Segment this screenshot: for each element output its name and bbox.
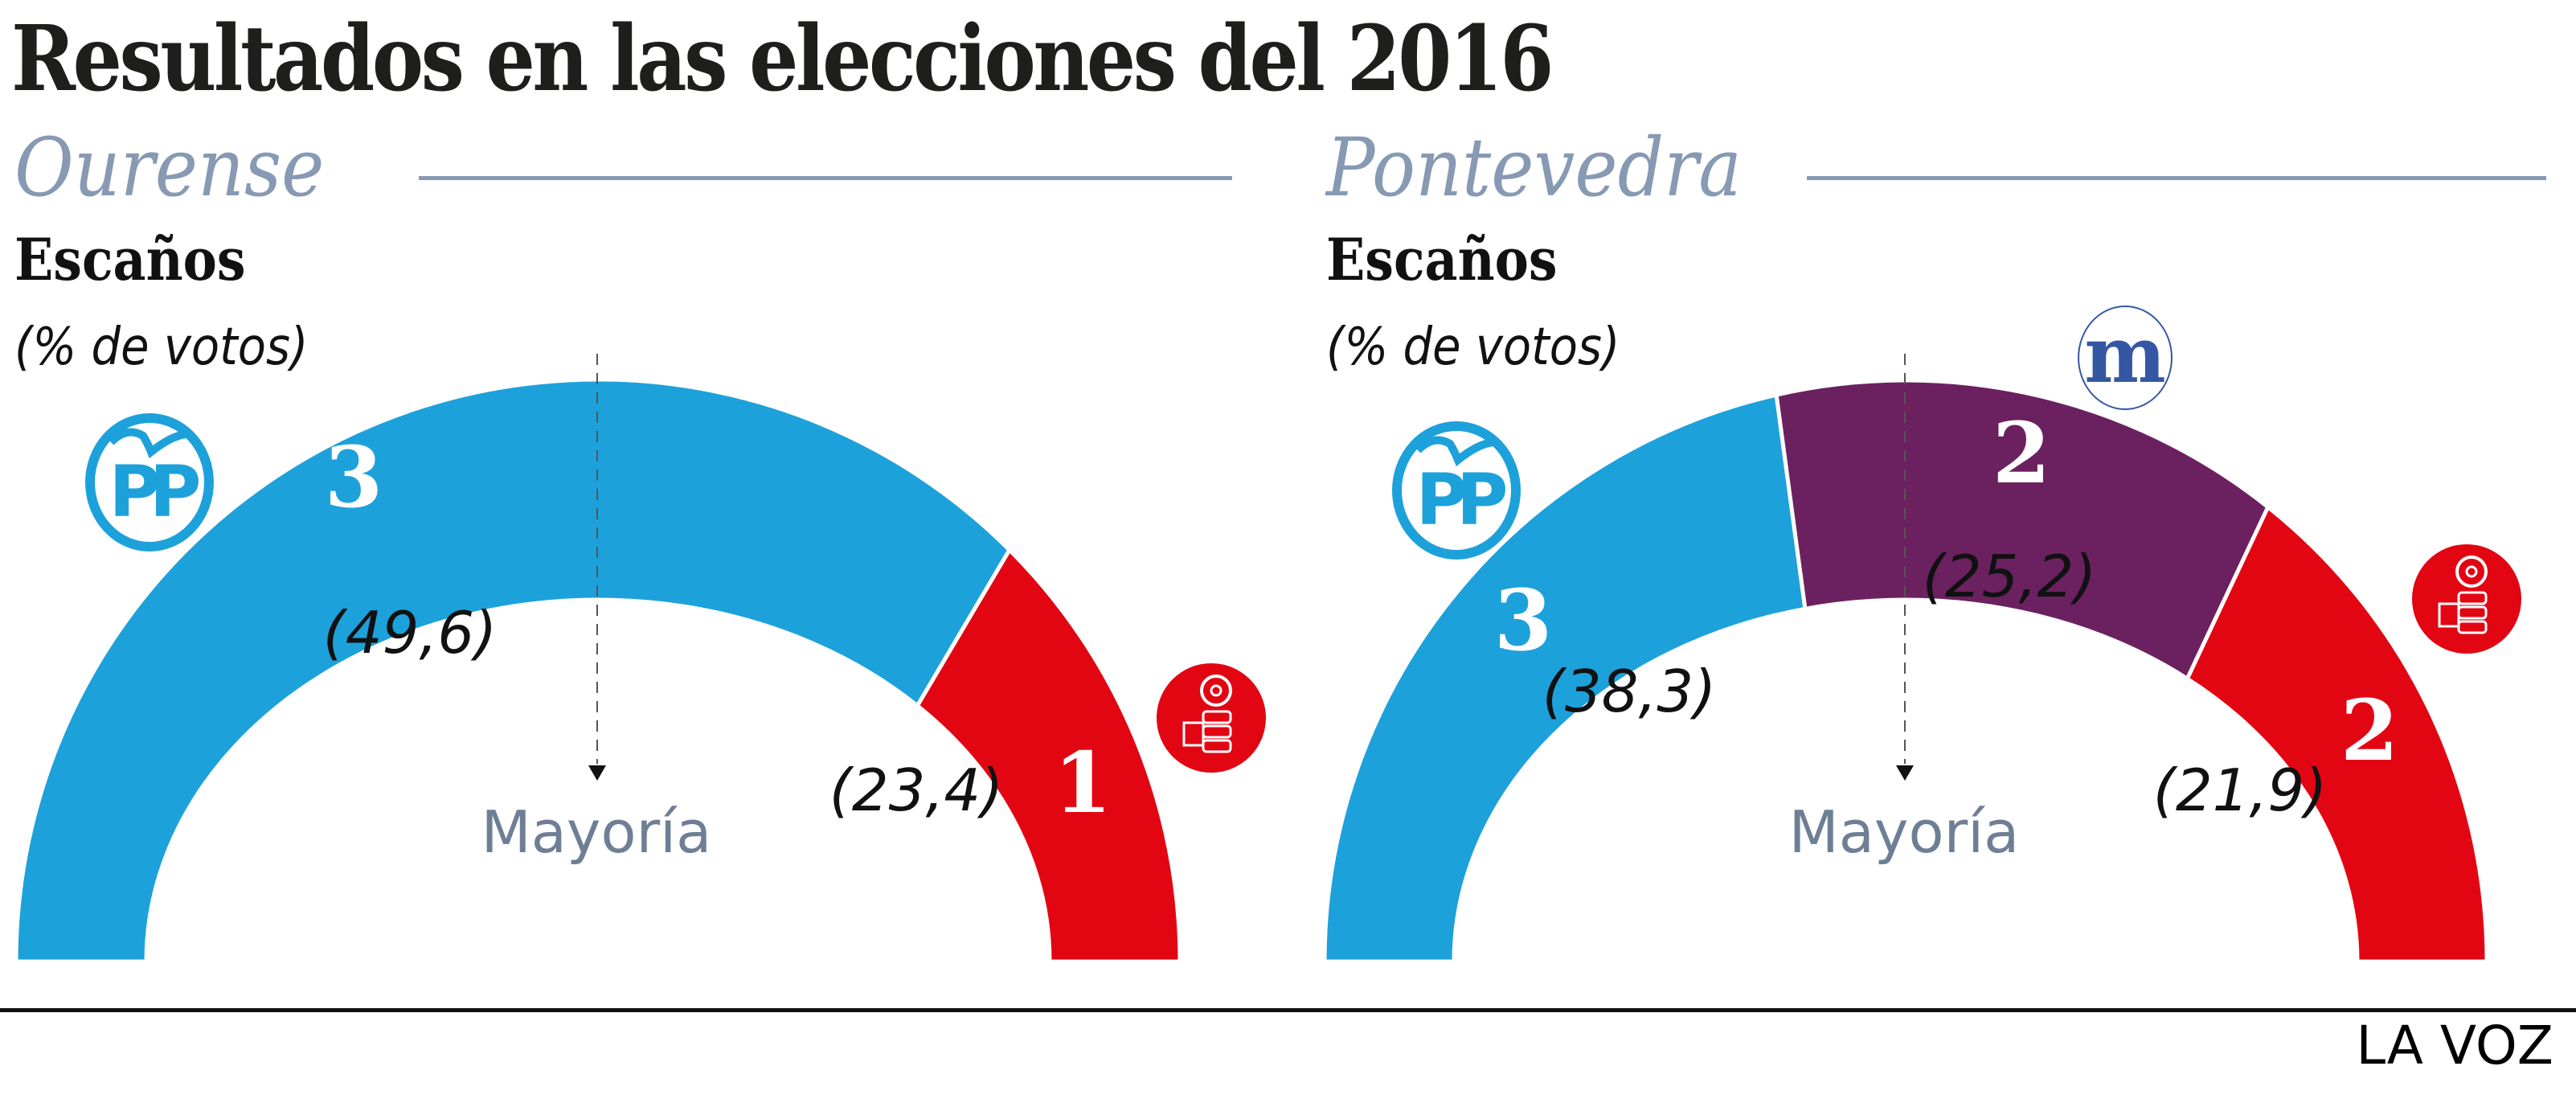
value-note-ourense: (% de votos)	[14, 318, 309, 377]
vote-pct-label: (25,2)	[1923, 543, 2097, 610]
pp-logo-icon: PP	[85, 413, 214, 552]
heading-rule-pontevedra	[1807, 176, 2546, 180]
value-note-pontevedra: (% de votos)	[1326, 318, 1620, 377]
majority-label: Mayoría	[481, 798, 712, 866]
vote-pct-label: (23,4)	[829, 757, 1004, 824]
seat-segment-psoe	[2185, 503, 2489, 964]
svg-text:m: m	[2084, 310, 2166, 400]
seat-count-label: 1	[1054, 733, 1112, 832]
pp-logo-icon: PP	[1392, 421, 1521, 560]
seat-count-label: 3	[325, 428, 383, 527]
majority-label: Mayoría	[1789, 798, 2020, 866]
en-marea-m-icon: m	[2078, 306, 2173, 410]
seat-segment-pp	[1322, 392, 1808, 964]
svg-text:PP: PP	[109, 450, 199, 533]
majority-arrow-icon	[588, 765, 606, 781]
chart-ourense: Mayoría 3 (49,6) PP 1 (23,4)	[14, 354, 1266, 964]
majority-arrow-icon	[1896, 765, 1914, 781]
heading-rule-ourense	[419, 176, 1232, 180]
seat-count-label: 2	[1992, 404, 2050, 502]
source-credit: LA VOZ	[2356, 1015, 2553, 1077]
bottom-rule	[0, 1008, 2576, 1012]
psoe-rose-fist-icon	[1157, 663, 1266, 773]
region-heading-pontevedra: Pontevedra	[1326, 121, 1742, 215]
region-heading-ourense: Ourense	[14, 121, 325, 215]
vote-pct-label: (38,3)	[1542, 658, 1717, 725]
seat-count-label: 2	[2341, 681, 2398, 780]
svg-text:PP: PP	[1416, 458, 1505, 541]
subtitle-pontevedra: Escaños	[1326, 225, 1558, 293]
seat-segment-psoe	[915, 547, 1182, 964]
chart-title: Resultados en las elecciones del 2016	[11, 6, 1554, 112]
vote-pct-label: (49,6)	[323, 599, 498, 666]
seat-segment-pp	[14, 377, 1013, 964]
subtitle-ourense: Escaños	[14, 225, 246, 293]
vote-pct-label: (21,9)	[2153, 757, 2328, 824]
psoe-rose-fist-icon	[2412, 544, 2521, 654]
seat-count-label: 3	[1494, 571, 1552, 670]
